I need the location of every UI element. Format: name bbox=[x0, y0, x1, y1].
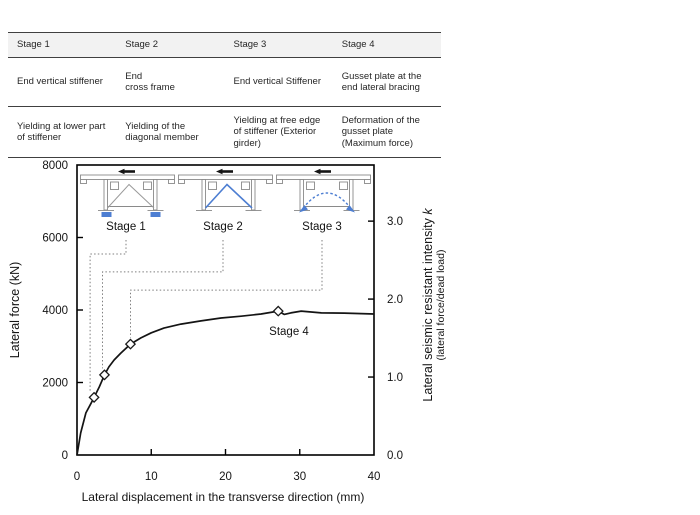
table-row: Yielding at lower part of stiffener Yiel… bbox=[8, 107, 441, 158]
yield-arrow-icon bbox=[299, 205, 308, 213]
y-axis-right-title: Lateral seismic resistant intensity k (l… bbox=[421, 208, 447, 401]
y-right-tick-label: 2.0 bbox=[387, 294, 403, 306]
k-symbol: k bbox=[421, 208, 435, 215]
bridge-cross-section bbox=[178, 174, 273, 211]
table-row: End vertical stiffener End cross frame E… bbox=[8, 57, 441, 107]
y-left-tick-label: 6000 bbox=[42, 233, 68, 245]
table-header-cell: Stage 2 bbox=[116, 32, 225, 58]
yielded-diagonals-highlight bbox=[204, 183, 253, 209]
y-axis-left-title: Lateral force (kN) bbox=[8, 261, 22, 359]
y-left-tick-label: 0 bbox=[62, 450, 68, 462]
yield-arrow-icon bbox=[346, 205, 355, 213]
force-direction-arrow-icon bbox=[314, 168, 331, 175]
force-direction-arrow-icon bbox=[216, 168, 233, 175]
stage-marker bbox=[272, 305, 284, 317]
cross-frame-diagonals bbox=[107, 183, 155, 209]
table-header-cell: Stage 1 bbox=[8, 32, 117, 58]
table-cell: Gusset plate at the end lateral bracing bbox=[332, 57, 441, 107]
x-axis-title: Lateral displacement in the transverse d… bbox=[81, 490, 365, 504]
stage-marker bbox=[98, 369, 111, 381]
bridge-cross-section bbox=[276, 174, 371, 211]
buckled-shape-dashed bbox=[302, 192, 352, 209]
y-right-tick-label: 1.0 bbox=[387, 372, 403, 384]
inset-label-stage1: Stage 1 bbox=[106, 221, 146, 233]
stage-marker bbox=[88, 391, 100, 403]
force-direction-arrow-icon bbox=[118, 168, 135, 175]
stage-marker bbox=[124, 338, 137, 350]
x-tick-label: 10 bbox=[145, 471, 158, 483]
inset-stage3-diagram bbox=[276, 168, 371, 213]
inset-stage2-diagram bbox=[178, 168, 273, 211]
table-cell: End vertical stiffener bbox=[8, 57, 117, 107]
inset-label-stage2: Stage 2 bbox=[203, 221, 243, 233]
y-left-tick-label: 8000 bbox=[42, 160, 68, 172]
y-left-tick-label: 4000 bbox=[42, 305, 68, 317]
x-tick-label: 0 bbox=[74, 471, 80, 483]
response-curve bbox=[76, 310, 375, 456]
bridge-cross-section bbox=[80, 174, 175, 211]
table-header-cell: Stage 3 bbox=[224, 32, 333, 58]
table-cell: End cross frame bbox=[116, 57, 225, 107]
yielded-stiffener-highlight bbox=[101, 212, 112, 217]
table-cell: End vertical Stiffener bbox=[224, 57, 333, 107]
x-tick-label: 20 bbox=[219, 471, 232, 483]
table-header-cell: Stage 4 bbox=[332, 32, 441, 58]
y-axis-right-title-main: Lateral seismic resistant intensity k bbox=[421, 208, 435, 402]
x-tick-label: 30 bbox=[293, 471, 306, 483]
table-header-row: Stage 1 Stage 2 Stage 3 Stage 4 bbox=[8, 32, 441, 58]
table-cell: Deformation of the gusset plate (Maximum… bbox=[341, 114, 420, 149]
inset-stage1-diagram bbox=[80, 168, 175, 217]
stage-table: Stage 1 Stage 2 Stage 3 Stage 4 End vert… bbox=[8, 32, 441, 158]
leader-line-3 bbox=[130, 240, 323, 338]
table-cell: Yielding at lower part of stiffener bbox=[17, 120, 106, 144]
y-right-tick-label: 0.0 bbox=[387, 450, 403, 462]
stage4-annotation: Stage 4 bbox=[269, 326, 309, 338]
inset-label-stage3: Stage 3 bbox=[302, 221, 342, 233]
y-left-tick-label: 2000 bbox=[42, 378, 68, 390]
x-tick-label: 40 bbox=[368, 471, 381, 483]
leader-line-2 bbox=[102, 240, 224, 369]
yielded-stiffener-highlight bbox=[150, 212, 161, 217]
table-cell: Yielding at free edge of stiffener (Exte… bbox=[233, 114, 321, 149]
y-right-tick-label: 3.0 bbox=[387, 216, 403, 228]
y-axis-right-title-sub: (lateral force/dead load) bbox=[435, 249, 447, 361]
table-cell: Yielding of the diagonal member bbox=[125, 120, 199, 144]
